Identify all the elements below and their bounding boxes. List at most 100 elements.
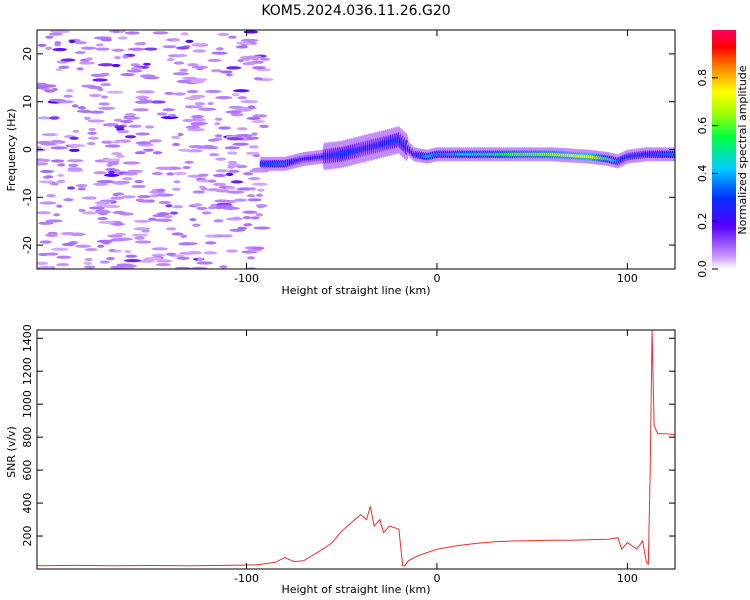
heatmap-noise-cell <box>231 93 240 97</box>
heatmap-noise-cell <box>217 126 232 130</box>
heatmap-noise-cell <box>176 46 190 50</box>
heatmap-noise-cell <box>117 36 128 40</box>
heatmap-noise-cell <box>135 95 150 100</box>
heatmap-noise-cell <box>189 80 205 84</box>
heatmap-noise-cell <box>141 99 154 104</box>
heatmap-noise-cell <box>49 116 60 120</box>
heatmap-noise-cell <box>155 263 171 267</box>
heatmap-noise-cell <box>106 90 124 94</box>
heatmap-noise-cell <box>185 125 201 129</box>
heatmap-noise-cell <box>235 45 248 49</box>
heatmap-noise-cell <box>190 115 204 119</box>
spectrogram-ytick-label: 0 <box>21 146 34 153</box>
heatmap-noise-cell <box>87 119 105 123</box>
heatmap-noise-cell <box>63 198 74 202</box>
heatmap-noise-cell <box>246 116 261 120</box>
heatmap-noise-cell <box>170 37 179 41</box>
heatmap-noise-cell <box>214 199 230 203</box>
colorbar-label: Normalized spectral amplitude <box>736 65 749 234</box>
heatmap-noise-cell <box>176 256 190 260</box>
heatmap-noise-cell <box>130 63 140 67</box>
heatmap-noise-cell <box>112 30 119 33</box>
heatmap-noise-cell <box>166 58 175 62</box>
heatmap-noise-cell <box>56 68 63 72</box>
heatmap-noise-cell <box>147 199 155 203</box>
heatmap-noise-cell <box>41 133 58 137</box>
heatmap-noise-cell <box>122 161 141 165</box>
heatmap-noise-cell <box>170 135 181 140</box>
heatmap-noise-cell <box>95 203 111 207</box>
heatmap-noise-cell <box>227 163 241 167</box>
heatmap-noise-cell <box>243 30 259 34</box>
heatmap-noise-cell <box>39 240 52 244</box>
heatmap-noise-cell <box>121 195 136 199</box>
heatmap-noise-cell <box>135 141 152 145</box>
heatmap-noise-cell <box>44 89 56 93</box>
heatmap-noise-cell <box>171 142 181 147</box>
heatmap-noise-cell <box>107 170 116 174</box>
heatmap-noise-cell <box>256 205 264 209</box>
heatmap-noise-cell <box>112 181 129 185</box>
heatmap-noise-cell <box>97 244 105 248</box>
spectrogram-xtick-label: 0 <box>433 272 440 285</box>
heatmap-noise-cell <box>156 212 170 216</box>
heatmap-noise-cell <box>245 151 260 155</box>
heatmap-noise-cell <box>186 127 205 132</box>
heatmap-noise-cell <box>112 222 125 226</box>
heatmap-noise-cell <box>97 217 108 221</box>
heatmap-noise-cell <box>242 172 254 176</box>
heatmap-noise-cell <box>178 148 191 152</box>
heatmap-noise-cell <box>148 139 163 143</box>
heatmap-noise-cell <box>60 58 76 62</box>
heatmap-noise-cell <box>52 47 67 52</box>
heatmap-noise-cell <box>49 182 59 186</box>
heatmap-noise-cell <box>133 219 151 223</box>
heatmap-noise-cell <box>236 41 250 45</box>
heatmap-noise-cell <box>61 242 76 247</box>
heatmap-noise-cell <box>87 131 98 135</box>
heatmap-noise-cell <box>48 98 66 102</box>
heatmap-noise-cell <box>76 67 84 71</box>
heatmap-noise-cell <box>94 36 112 40</box>
heatmap-noise-cell <box>156 193 174 197</box>
heatmap-noise-cell <box>67 167 82 171</box>
heatmap-noise-cell <box>255 213 264 217</box>
heatmap-noise-cell <box>117 129 130 134</box>
heatmap-noise-cell <box>252 66 266 70</box>
snr-xtick-label: -100 <box>234 572 259 585</box>
heatmap-noise-cell <box>221 234 233 238</box>
heatmap-noise-cell <box>247 105 256 109</box>
heatmap-noise-cell <box>124 113 137 117</box>
heatmap-noise-cell <box>156 259 173 263</box>
heatmap-noise-cell <box>92 182 108 186</box>
heatmap-noise-cell <box>200 187 208 191</box>
heatmap-noise-cell <box>152 31 169 35</box>
heatmap-noise-cell <box>237 127 248 131</box>
heatmap-noise-cell <box>207 58 222 63</box>
heatmap-noise-cell <box>101 140 114 144</box>
heatmap-noise-cell <box>83 265 96 269</box>
heatmap-noise-cell <box>151 253 166 257</box>
heatmap-noise-cell <box>122 177 133 181</box>
heatmap-noise-cell <box>134 42 143 46</box>
heatmap-noise-cell <box>45 35 54 39</box>
heatmap-noise-cell <box>65 89 74 93</box>
heatmap-noise-cell <box>225 73 234 77</box>
heatmap-noise-cell <box>122 55 129 59</box>
spectrogram-ytick-label: -20 <box>21 236 34 254</box>
heatmap-noise-cell <box>197 179 212 183</box>
spectrogram-ytick-label: -10 <box>21 188 34 206</box>
heatmap-noise-cell <box>196 261 213 265</box>
heatmap-noise-cell <box>192 203 203 207</box>
heatmap-noise-cell <box>248 145 259 149</box>
heatmap-noise-cell <box>80 46 97 50</box>
heatmap-noise-cell <box>197 257 204 261</box>
heatmap-noise-cell <box>56 255 72 259</box>
heatmap-noise-cell <box>219 70 233 74</box>
heatmap-noise-cell <box>173 180 181 184</box>
heatmap-noise-cell <box>37 140 53 145</box>
heatmap-noise-cell <box>97 63 115 67</box>
colorbar-tick-label: 0.6 <box>696 117 709 135</box>
heatmap-noise-cell <box>114 125 125 129</box>
